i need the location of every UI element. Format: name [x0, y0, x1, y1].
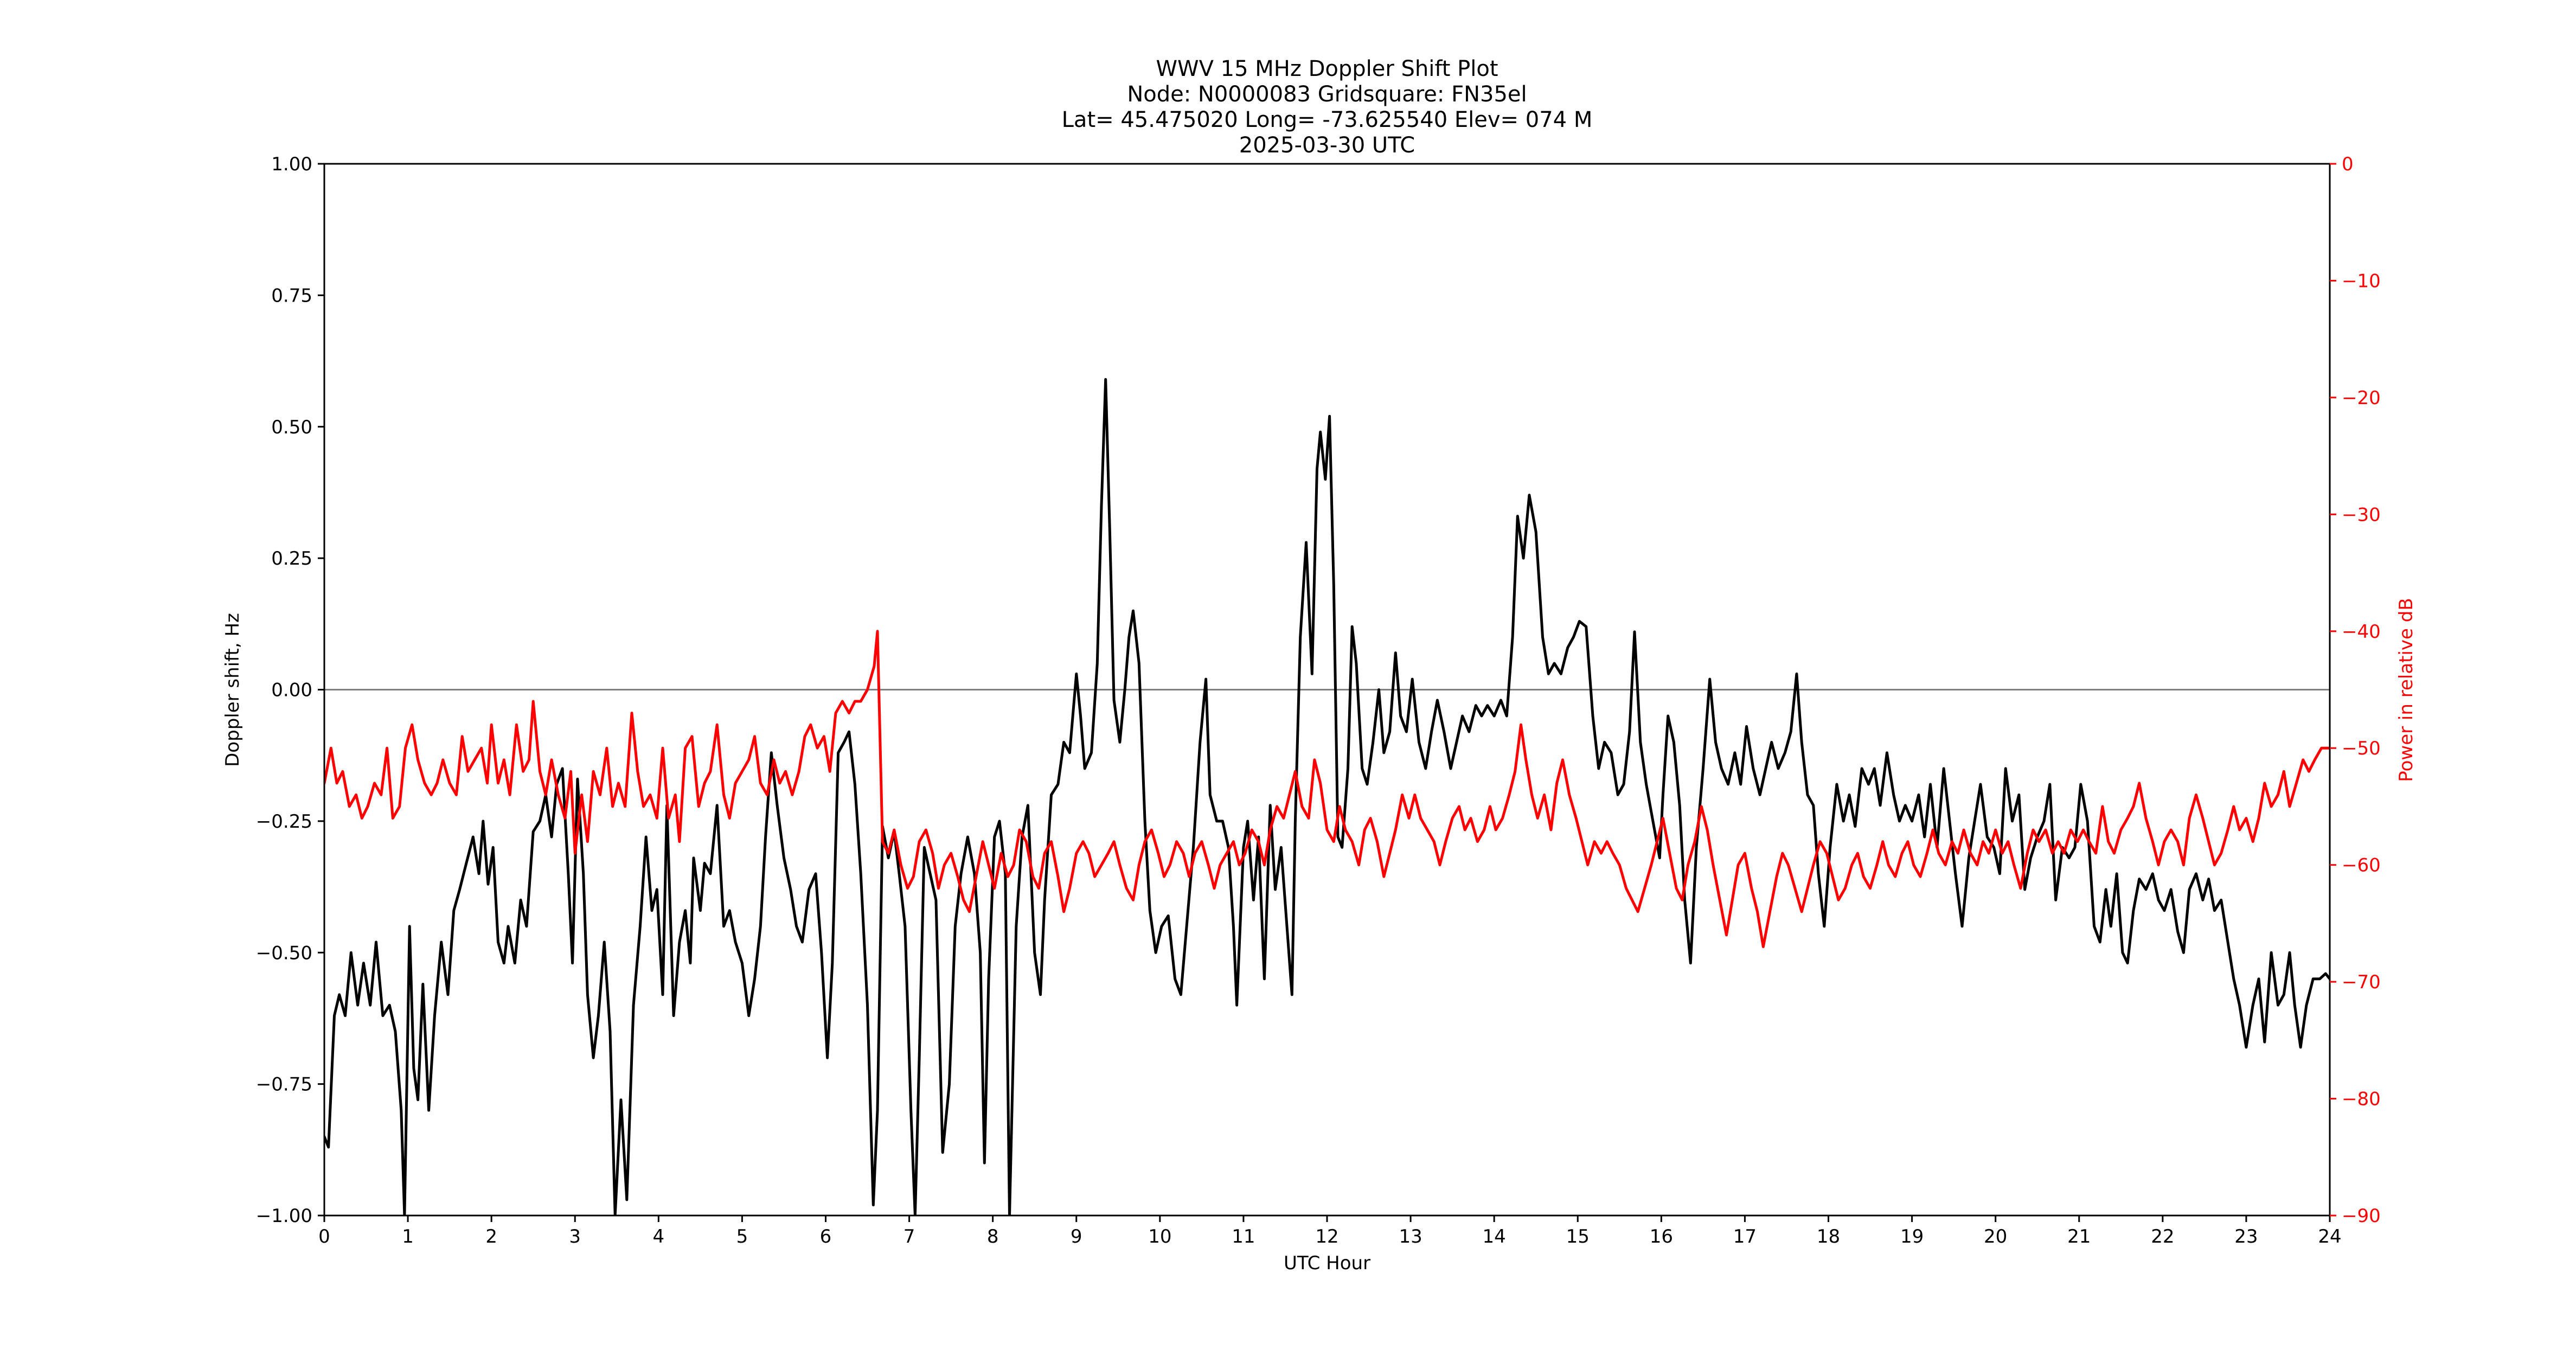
- y-tick-label: −1.00: [256, 1205, 312, 1227]
- y2-tick-label: −80: [2342, 1089, 2381, 1110]
- doppler-series-line: [324, 378, 2330, 1216]
- x-tick-label: 23: [2234, 1226, 2258, 1248]
- x-tick-label: 24: [2318, 1226, 2341, 1248]
- title-line-4: 2025-03-30 UTC: [1239, 133, 1415, 158]
- y-tick-label: −0.50: [256, 942, 312, 964]
- chart-title: WWV 15 MHz Doppler Shift Plot Node: N000…: [1062, 56, 1593, 158]
- y2-tick-label: −10: [2342, 270, 2381, 292]
- y-tick-label: 1.00: [271, 153, 312, 175]
- title-line-2: Node: N0000083 Gridsquare: FN35el: [1127, 82, 1527, 107]
- y2-tick-label: 0: [2342, 153, 2354, 175]
- x-tick-label: 8: [987, 1226, 999, 1248]
- x-tick-label: 3: [569, 1226, 581, 1248]
- x-tick-label: 2: [485, 1226, 497, 1248]
- x-tick-label: 12: [1315, 1226, 1338, 1248]
- x-tick-label: 14: [1483, 1226, 1506, 1248]
- x-tick-label: 0: [318, 1226, 330, 1248]
- y-tick-label: −0.75: [256, 1074, 312, 1096]
- y-tick-label: 0.25: [271, 548, 312, 570]
- x-tick-label: 9: [1071, 1226, 1082, 1248]
- title-line-3: Lat= 45.475020 Long= -73.625540 Elev= 07…: [1062, 107, 1593, 132]
- x-tick-label: 5: [736, 1226, 748, 1248]
- axes: 0 1 2 3 4 5 6 7 8 9 10 11 12 13 14 15 16 17 18 19 20 21 22 23 24…: [256, 153, 2381, 1248]
- x-tick-label: 15: [1566, 1226, 1590, 1248]
- y-tick-label: 0.00: [271, 680, 312, 701]
- power-series-line: [324, 630, 2330, 948]
- plot-area: [324, 378, 2330, 1216]
- x-tick-label: 18: [1817, 1226, 1840, 1248]
- y-tick-label: −0.25: [256, 811, 312, 833]
- y-tick-label: 0.50: [271, 417, 312, 438]
- y2-tick-label: −30: [2342, 504, 2381, 526]
- x-tick-label: 19: [1900, 1226, 1924, 1248]
- x-tick-label: 7: [903, 1226, 915, 1248]
- y-tick-label: 0.75: [271, 285, 312, 306]
- y2-tick-label: −90: [2342, 1205, 2381, 1227]
- y2-tick-label: −70: [2342, 971, 2381, 993]
- y2-tick-label: −40: [2342, 621, 2381, 643]
- y-axis-label: Doppler shift, Hz: [222, 613, 243, 767]
- x-tick-label: 16: [1650, 1226, 1673, 1248]
- x-axis-label: UTC Hour: [1284, 1252, 1370, 1274]
- x-tick-label: 1: [402, 1226, 414, 1248]
- y2-tick-label: −50: [2342, 738, 2381, 759]
- y2-axis-label: Power in relative dB: [2395, 598, 2417, 782]
- x-tick-label: 17: [1733, 1226, 1757, 1248]
- y2-tick-label: −60: [2342, 855, 2381, 877]
- x-tick-label: 21: [2067, 1226, 2091, 1248]
- x-tick-label: 10: [1148, 1226, 1171, 1248]
- title-line-1: WWV 15 MHz Doppler Shift Plot: [1156, 56, 1498, 81]
- x-tick-label: 22: [2151, 1226, 2174, 1248]
- x-tick-label: 6: [820, 1226, 832, 1248]
- y2-tick-label: −20: [2342, 387, 2381, 409]
- x-tick-label: 4: [653, 1226, 665, 1248]
- x-tick-label: 13: [1399, 1226, 1422, 1248]
- x-tick-label: 20: [1984, 1226, 2007, 1248]
- x-tick-label: 11: [1232, 1226, 1255, 1248]
